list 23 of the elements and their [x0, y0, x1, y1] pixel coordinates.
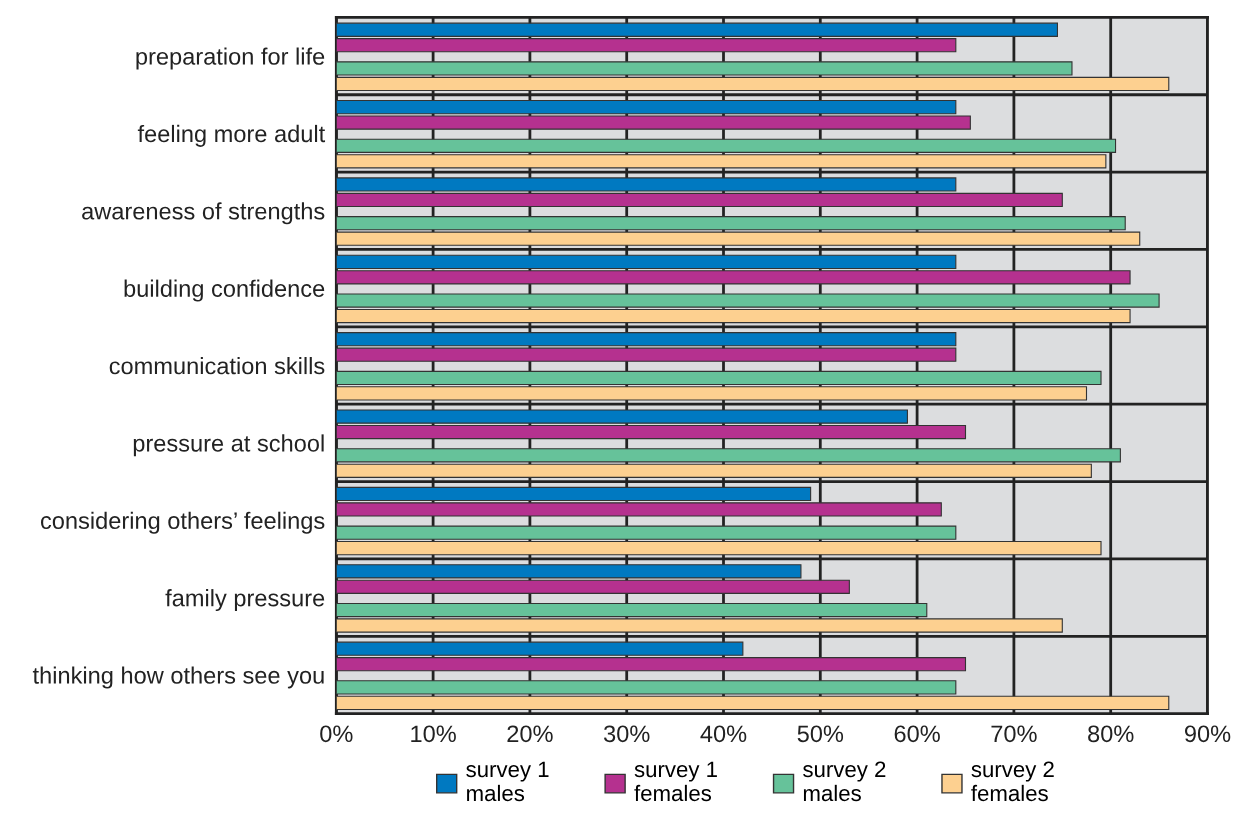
y-tick-label: considering others’ feelings: [40, 511, 325, 534]
x-tick-label: 30%: [603, 725, 650, 743]
legend-label: survey 2 females: [971, 761, 1054, 802]
x-tick-label: 20%: [507, 725, 553, 743]
y-tick-label: pressure at school: [133, 434, 324, 457]
x-tick-label: 40%: [700, 725, 747, 743]
x-tick-label: 0%: [320, 725, 353, 743]
y-tick-label: preparation for life: [136, 47, 325, 70]
x-tick-label: 90%: [1184, 725, 1231, 743]
x-tick-label: 60%: [894, 725, 940, 743]
legend-label: survey 2 males: [803, 761, 886, 802]
x-tick-label: 80%: [1088, 725, 1134, 743]
x-tick-label: 70%: [991, 725, 1037, 743]
y-tick-label: family pressure: [165, 589, 325, 612]
y-tick-label: communication skills: [109, 356, 325, 375]
y-tick-label: building confidence: [124, 279, 325, 302]
y-tick-label: feeling more adult: [137, 124, 326, 147]
y-tick-label: awareness of strengths: [82, 202, 325, 225]
legend-label: survey 1 females: [634, 761, 717, 802]
legend-label: survey 1 males: [466, 761, 549, 802]
x-tick-label: 50%: [797, 725, 844, 743]
x-tick-label: 10%: [411, 725, 456, 743]
y-tick-label: thinking how others see you: [32, 666, 324, 689]
